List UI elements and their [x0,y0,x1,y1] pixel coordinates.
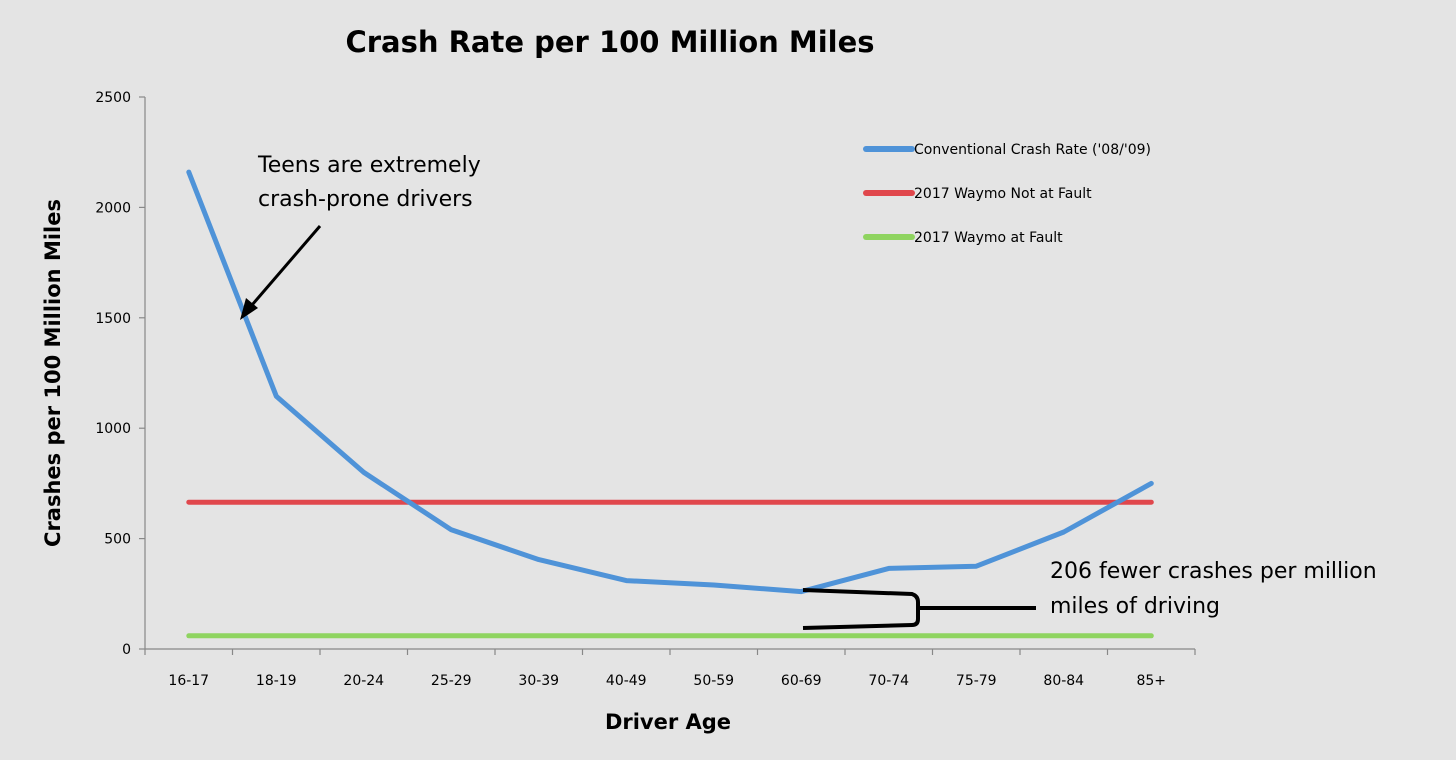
y-tick-label: 2000 [95,200,131,216]
y-tick-label: 2500 [95,90,131,106]
x-tick-label: 18-19 [256,673,297,689]
y-axis-title: Crashes per 100 Million Miles [41,199,65,547]
annotation-teens-line-2: crash-prone drivers [258,187,473,212]
series [186,169,1154,639]
annotation-teens: Teens are extremely crash-prone drivers [240,153,481,320]
annotation-gap-line-1: 206 fewer crashes per million [1050,559,1377,584]
x-tick-label: 85+ [1136,673,1166,689]
x-tick-label: 50-59 [693,673,734,689]
legend-label: Conventional Crash Rate ('08/'09) [914,142,1151,158]
annotation-teens-arrow [244,225,322,313]
x-tick-label: 30-39 [518,673,559,689]
x-tick-label: 16-17 [168,673,209,689]
legend: Conventional Crash Rate ('08/'09) 2017 Wa… [863,142,1151,246]
annotation-gap: 206 fewer crashes per million miles of d… [802,559,1377,630]
x-tick-label: 70-74 [868,673,909,689]
annotation-teens-line-1: Teens are extremely [257,153,481,178]
chart-title: Crash Rate per 100 Million Miles [345,25,874,59]
x-tick-label: 75-79 [956,673,997,689]
x-tick-label: 40-49 [606,673,647,689]
series-line-0 [186,169,1154,595]
x-axis-title: Driver Age [605,710,731,734]
x-tick-label: 20-24 [343,673,384,689]
annotation-gap-line-2: miles of driving [1050,594,1220,619]
x-ticks: 16-17 18-19 20-24 25-29 30-39 40-49 50-59 60-69… [144,649,1196,689]
x-tick-label: 60-69 [781,673,822,689]
y-tick-label: 1500 [95,311,131,327]
x-tick-label: 80-84 [1043,673,1084,689]
axes [144,97,1195,650]
y-tick-label: 500 [104,532,131,548]
annotation-gap-bracket [802,588,920,630]
y-tick-label: 1000 [95,421,131,437]
annotation-teens-arrowhead [240,298,258,320]
x-tick-label: 25-29 [431,673,472,689]
y-ticks: 0 500 1000 1500 2000 2500 [95,90,145,658]
legend-label: 2017 Waymo Not at Fault [914,186,1092,202]
legend-label: 2017 Waymo at Fault [914,230,1063,246]
y-tick-label: 0 [122,642,131,658]
